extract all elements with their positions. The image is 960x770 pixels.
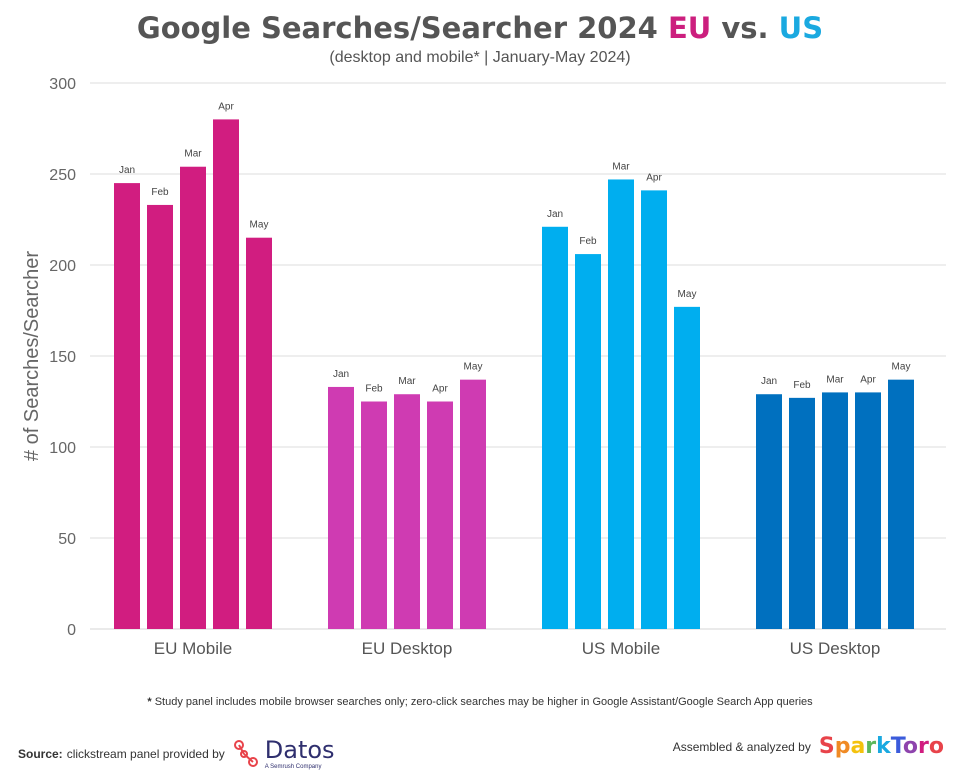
bar — [246, 237, 272, 629]
bar-labels: Jan Feb Mar Apr May Jan Feb Mar Apr May Jan Feb Mar A… — [119, 101, 911, 394]
chart-subtitle: (desktop and mobile* | January-May 2024) — [329, 49, 630, 66]
bar-month-label: Mar — [612, 161, 630, 172]
x-tick-label: EU Mobile — [154, 639, 232, 658]
bar — [213, 119, 239, 630]
bar — [789, 397, 815, 629]
footnote-marker: * — [147, 696, 152, 708]
bar-month-label: Mar — [826, 374, 844, 385]
bar — [575, 254, 601, 629]
bar-month-label: Feb — [793, 380, 811, 391]
x-tick-label: US Mobile — [582, 639, 660, 658]
bar-month-label: Jan — [333, 369, 349, 380]
bar-month-label: Jan — [547, 209, 563, 220]
datos-logo: Datos A Semrush Company — [233, 738, 335, 770]
bar-month-label: Jan — [761, 376, 777, 387]
y-tick-label: 0 — [67, 622, 76, 639]
bar — [888, 379, 914, 629]
x-ticks: EU Mobile EU Desktop US Mobile US Desktop — [154, 639, 881, 658]
title-main: Google Searches/Searcher 2024 — [137, 11, 668, 45]
x-tick-label: EU Desktop — [362, 639, 453, 658]
y-tick-label: 200 — [49, 258, 76, 275]
bar-month-label: Apr — [432, 384, 448, 395]
bar — [641, 190, 667, 629]
bar — [180, 166, 206, 629]
bar — [756, 394, 782, 629]
x-tick-label: US Desktop — [790, 639, 881, 658]
footnote-text: Study panel includes mobile browser sear… — [154, 696, 813, 708]
y-tick-label: 250 — [49, 167, 76, 184]
chart-title: Google Searches/Searcher 2024 EU vs. US — [137, 11, 823, 45]
bar-month-label: May — [892, 362, 911, 373]
y-tick-label: 100 — [49, 440, 76, 457]
bar-month-label: Apr — [218, 101, 234, 112]
bar-month-label: Feb — [151, 187, 169, 198]
bar — [361, 401, 387, 629]
datos-brand: Datos — [264, 736, 335, 764]
sparktoro-logo: SparkToro — [818, 734, 944, 759]
y-tick-label: 300 — [49, 76, 76, 93]
source-label: Source: — [18, 747, 63, 761]
y-tick-label: 50 — [58, 531, 76, 548]
bar — [427, 401, 453, 629]
bar — [394, 394, 420, 629]
y-axis-label: # of Searches/Searcher — [21, 251, 43, 461]
bar — [855, 392, 881, 629]
bar — [822, 392, 848, 629]
bar-month-label: Jan — [119, 165, 135, 176]
credit-line: Assembled & analyzed by SparkToro — [673, 734, 944, 759]
bar — [542, 226, 568, 629]
bar-month-label: Apr — [860, 374, 876, 385]
bar-month-label: Feb — [365, 384, 383, 395]
credit-text: Assembled & analyzed by — [672, 739, 811, 754]
bar-month-label: May — [464, 362, 483, 373]
title-eu: EU — [668, 11, 711, 45]
y-ticks: 0 50 100 150 200 250 300 — [49, 76, 76, 639]
bar — [114, 183, 140, 629]
bar — [328, 386, 354, 629]
bar — [460, 379, 486, 629]
footnote: * Study panel includes mobile browser se… — [0, 696, 960, 708]
title-us: US — [779, 11, 823, 45]
y-tick-label: 150 — [49, 349, 76, 366]
title-vs: vs. — [711, 11, 778, 45]
bar — [674, 306, 700, 629]
bar-month-label: Mar — [398, 376, 416, 387]
datos-logo-icon — [233, 740, 258, 767]
bar — [147, 204, 173, 629]
source-text: clickstream panel provided by — [66, 747, 225, 761]
bar-month-label: Apr — [646, 172, 662, 183]
bar-month-label: Feb — [579, 236, 597, 247]
bar-month-label: May — [250, 220, 269, 231]
bar — [608, 179, 634, 629]
bars — [114, 119, 914, 630]
datos-brand-sub: A Semrush Company — [264, 764, 322, 770]
bar-month-label: May — [678, 289, 697, 300]
source-line: Source: clickstream panel provided by Da… — [18, 738, 335, 770]
bar-month-label: Mar — [184, 149, 202, 160]
